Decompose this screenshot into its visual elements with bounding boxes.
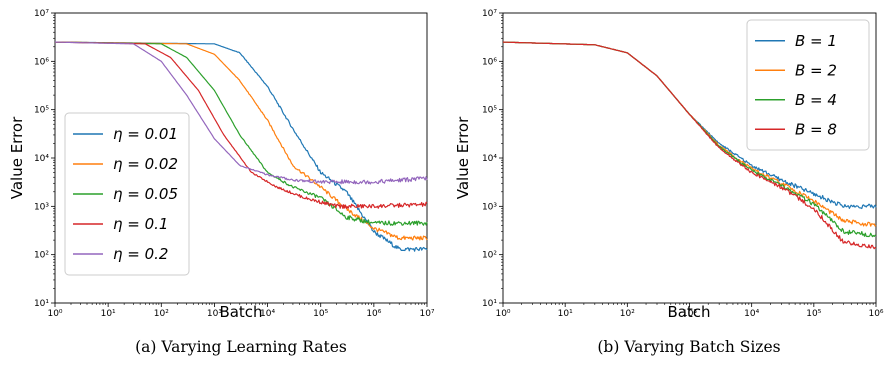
x-tick-label: 10⁰ [495, 309, 510, 319]
legend-label: η = 0.01 [113, 125, 178, 143]
y-tick-label: 10⁵ [34, 106, 49, 116]
legend: B = 1 B = 2 B = 4 B = 8 [746, 19, 870, 151]
figure-caption: (b) Varying Batch Sizes [597, 338, 780, 356]
y-axis-label: Value Error [454, 116, 472, 199]
legend: η = 0.01 η = 0.02 η = 0.05 η = 0.1 η = 0.2 [64, 112, 190, 276]
series-lines [55, 41, 428, 252]
legend-label: η = 0.05 [113, 185, 178, 203]
x-tick-label: 10⁴ [260, 309, 275, 319]
x-tick-label: 10⁰ [47, 309, 62, 319]
legend-label: B = 2 [795, 61, 837, 79]
x-tick-label: 10⁴ [744, 309, 759, 319]
y-tick-label: 10³ [34, 202, 49, 212]
x-tick-label: 10⁷ [419, 309, 434, 319]
y-tick-label: 10³ [482, 202, 497, 212]
chart-panel-b: 10⁰ 10¹ 10² 10³ 10⁴ 10⁵ 10⁶10¹10²10³10⁴10⁵10⁶1… [454, 9, 884, 356]
legend-label: B = 8 [795, 120, 837, 138]
x-tick-label: 10⁵ [806, 309, 821, 319]
y-tick-label: 10⁷ [34, 9, 49, 19]
x-tick-label: 10³ [682, 309, 697, 319]
y-tick-label: 10¹ [482, 299, 497, 309]
legend-label: η = 0.1 [113, 215, 168, 233]
y-tick-label: 10⁵ [482, 106, 497, 116]
series-line-5 [55, 41, 428, 185]
y-tick-label: 10⁴ [34, 154, 49, 164]
axis-ticks: 10⁰ 10¹ 10² 10³ 10⁴ 10⁵ 10⁶ 10⁷10¹10²10³10⁴10⁵1… [34, 9, 435, 319]
legend-label: B = 1 [795, 32, 837, 50]
axis-ticks: 10⁰ 10¹ 10² 10³ 10⁴ 10⁵ 10⁶10¹10²10³10⁴10⁵10⁶1… [482, 9, 884, 319]
y-tick-label: 10⁶ [34, 57, 49, 67]
y-axis-label: Value Error [8, 116, 26, 199]
legend-box [64, 112, 190, 276]
chart-panel-a: 10⁰ 10¹ 10² 10³ 10⁴ 10⁵ 10⁶ 10⁷10¹10²10³10⁴10⁵1… [8, 9, 435, 356]
x-tick-label: 10³ [207, 309, 222, 319]
x-tick-label: 10⁶ [366, 309, 381, 319]
y-tick-label: 10¹ [34, 299, 49, 309]
legend-label: η = 0.02 [113, 155, 178, 173]
y-tick-label: 10⁶ [482, 57, 497, 67]
figure-caption: (a) Varying Learning Rates [135, 338, 347, 356]
x-axis-label: Batch [667, 303, 710, 321]
x-tick-label: 10² [620, 309, 635, 319]
legend-label: η = 0.2 [113, 245, 168, 263]
y-tick-label: 10² [34, 251, 49, 261]
x-tick-label: 10¹ [101, 309, 116, 319]
x-tick-label: 10¹ [558, 309, 573, 319]
series-line-4 [503, 41, 877, 250]
x-axis-label: Batch [219, 303, 262, 321]
series-lines [503, 41, 877, 250]
legend-box [746, 19, 870, 151]
x-tick-label: 10⁵ [313, 309, 328, 319]
legend-label: B = 4 [795, 91, 837, 109]
y-tick-label: 10⁴ [482, 154, 497, 164]
y-tick-label: 10⁷ [482, 9, 497, 19]
y-tick-label: 10² [482, 251, 497, 261]
x-tick-label: 10⁶ [868, 309, 883, 319]
x-tick-label: 10² [154, 309, 169, 319]
